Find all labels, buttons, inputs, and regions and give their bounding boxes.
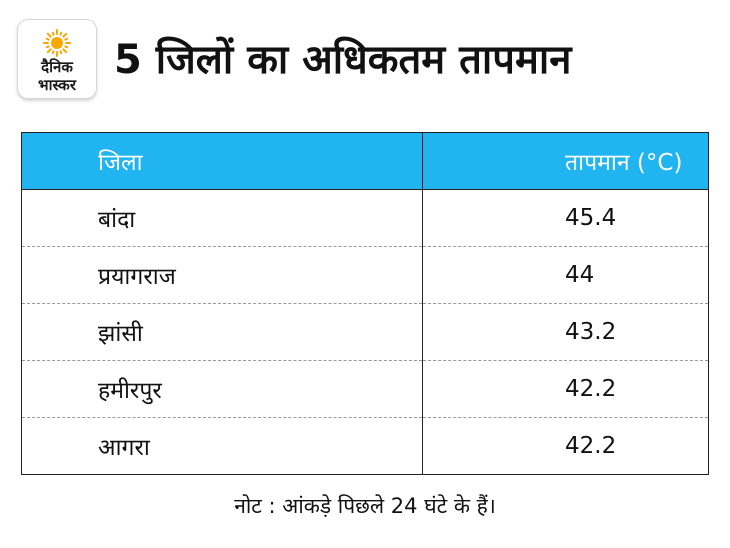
temperature-cell: 45.4 <box>422 189 709 247</box>
table-row: आगरा 42.2 <box>21 417 709 475</box>
table-row: बांदा 45.4 <box>21 189 709 247</box>
temperature-cell: 44 <box>422 246 709 304</box>
table-header-row: जिला तापमान (°C) <box>21 132 709 190</box>
district-cell: झांसी <box>21 303 423 361</box>
temperature-cell: 42.2 <box>422 360 709 418</box>
temperature-cell: 42.2 <box>422 417 709 475</box>
header-district: जिला <box>21 132 423 190</box>
logo-text-line1: दैनिक <box>41 58 73 76</box>
district-cell: हमीरपुर <box>21 360 423 418</box>
table-row: हमीरपुर 42.2 <box>21 360 709 418</box>
temperature-cell: 43.2 <box>422 303 709 361</box>
table-row: प्रयागराज 44 <box>21 246 709 304</box>
temperature-table: जिला तापमान (°C) बांदा 45.4 प्रयागराज 44… <box>21 132 709 475</box>
logo-text-line2: भास्कर <box>38 76 76 94</box>
header-temperature: तापमान (°C) <box>422 132 709 190</box>
district-cell: बांदा <box>21 189 423 247</box>
table-row: झांसी 43.2 <box>21 303 709 361</box>
dainik-bhaskar-logo: दैनिक भास्कर <box>18 20 96 98</box>
district-cell: आगरा <box>21 417 423 475</box>
footnote: नोट : आंकड़े पिछले 24 घंटे के हैं। <box>234 494 496 518</box>
sun-icon <box>43 29 71 57</box>
district-cell: प्रयागराज <box>21 246 423 304</box>
page-title: 5 जिलों का अधिकतम तापमान <box>114 37 572 83</box>
